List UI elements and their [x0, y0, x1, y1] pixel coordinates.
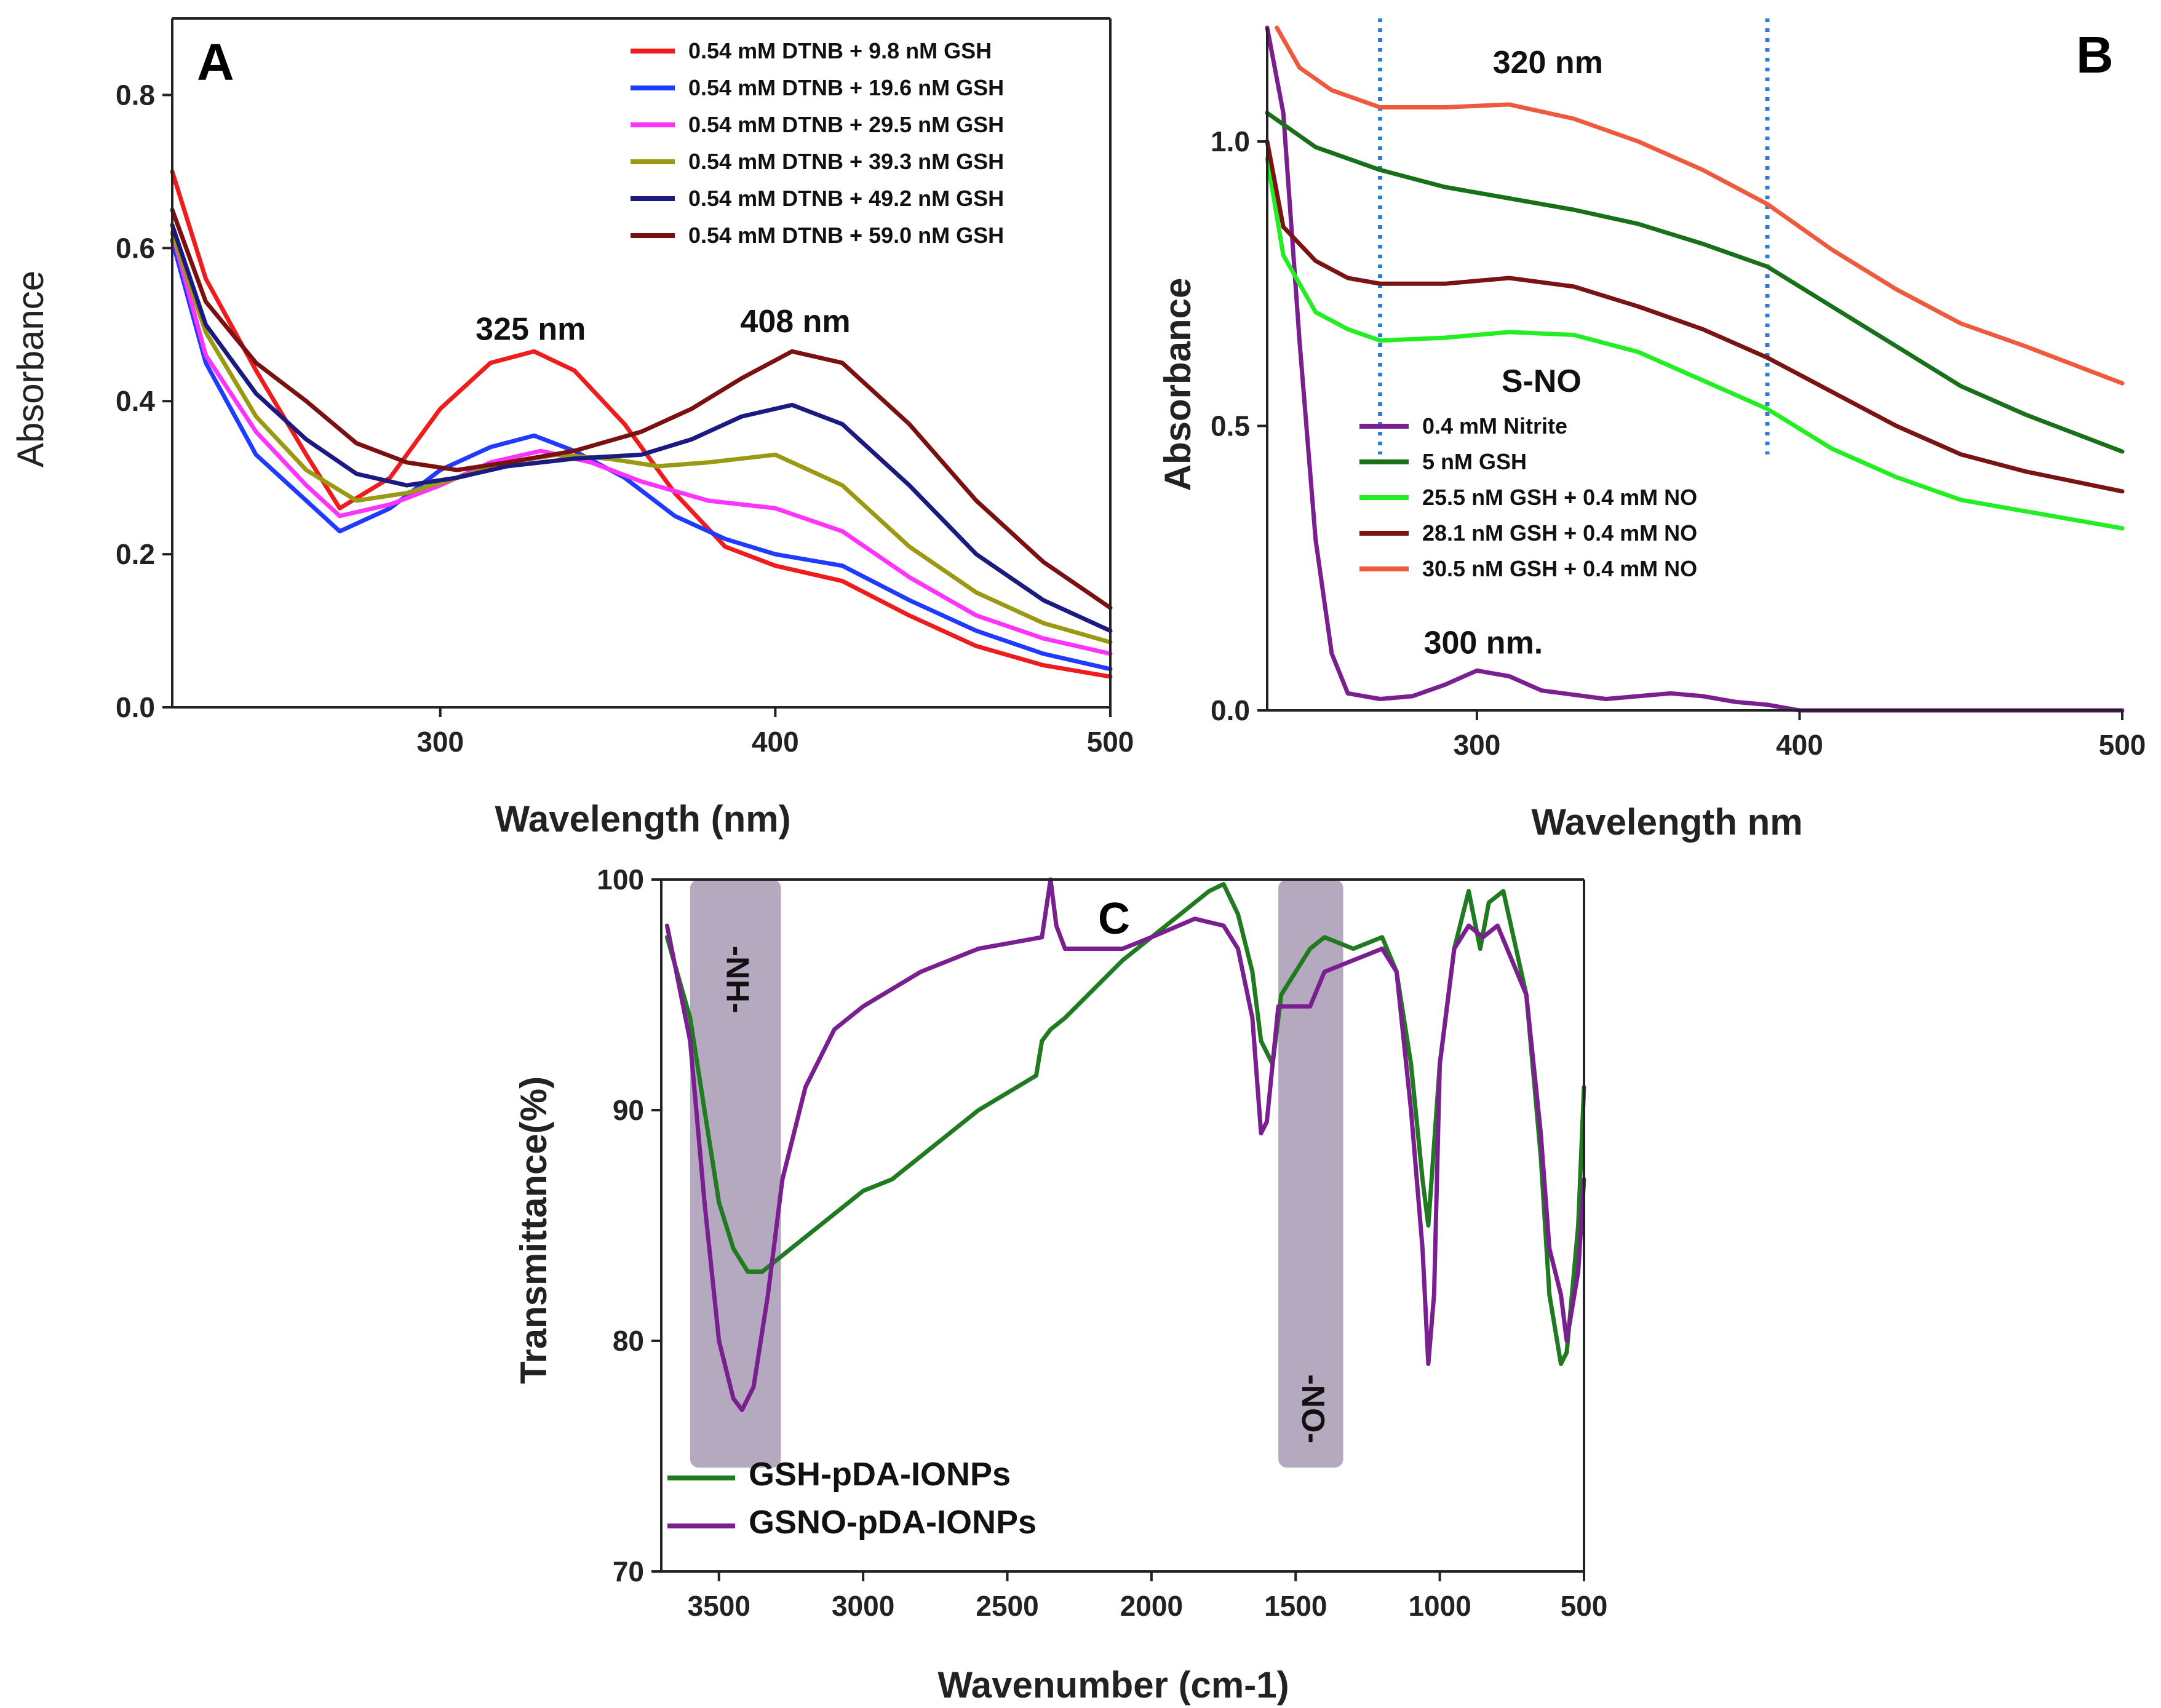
panel-b-x-axis-title: Wavelength nm	[1531, 801, 1802, 843]
panel-a-y-tick-label-0: 0.0	[116, 691, 155, 723]
panel-c-legend-label-0: GSH-pDA-IONPs	[749, 1456, 1011, 1493]
panel-b-legend-label-0: 0.4 mM Nitrite	[1422, 413, 1567, 439]
panel-b-y-tick-label-2: 1.0	[1211, 125, 1250, 157]
panel-c-x-tick-label-5: 1000	[1408, 1590, 1471, 1622]
panel-c-x-tick-label-3: 2000	[1120, 1590, 1183, 1622]
panel-a-y-tick-label-2: 0.4	[116, 385, 155, 417]
panel-a-y-tick-label-3: 0.6	[116, 232, 155, 264]
panel-b-series-3	[1265, 139, 2125, 494]
panel-a-y-axis-title: Absorbance	[10, 271, 51, 467]
panel-c-y-axis-title: Transmittance(%)	[513, 1076, 554, 1384]
panel-a-x-tick-label-1: 400	[752, 726, 799, 758]
panel-c-y-tick-label-0: 70	[613, 1555, 644, 1587]
panel-a-legend-label-4: 0.54 mM DTNB + 49.2 nM GSH	[688, 186, 1004, 211]
panel-a-legend: 0.54 mM DTNB + 9.8 nM GSH 0.54 mM DTNB + …	[631, 38, 1004, 248]
panel-b-legend-label-2: 25.5 nM GSH + 0.4 mM NO	[1422, 485, 1697, 510]
panel-c-x-tick-label-1: 3000	[832, 1590, 894, 1622]
panel-a-x-tick-label-0: 300	[416, 726, 464, 758]
panel-a-plot-area: 300 400 500 0.0 0.2 0.4 0.6 0.8 325 nm 408 nm	[116, 17, 1134, 758]
panel-b-x-tick-label-0: 300	[1454, 729, 1501, 761]
panel-b-series-0	[1265, 25, 2125, 713]
panel-a-annotation-1: 408 nm	[740, 304, 850, 340]
panel-b-x-tick-label-1: 400	[1776, 729, 1823, 761]
panel-a-series-4	[170, 223, 1113, 634]
panel-a-legend-label-0: 0.54 mM DTNB + 9.8 nM GSH	[688, 38, 992, 63]
panel-a: Absorbance Wavelength (nm) 300 400 500 0.0 0…	[10, 17, 1134, 840]
panel-b-series-2	[1265, 156, 2125, 531]
panel-c-legend-label-1: GSNO-pDA-IONPs	[749, 1504, 1037, 1541]
panel-c-band-0	[690, 880, 781, 1468]
panel-a-legend-label-2: 0.54 mM DTNB + 29.5 nM GSH	[688, 112, 1004, 137]
panel-b-y-tick-label-1: 0.5	[1211, 410, 1250, 442]
panel-c-y-tick-label-2: 90	[613, 1094, 644, 1126]
panel-b-legend: 0.4 mM Nitrite 5 nM GSH 25.5 nM GSH + 0.4 …	[1359, 413, 1697, 581]
panel-b-y-tick-label-0: 0.0	[1211, 694, 1250, 726]
panel-a-legend-label-5: 0.54 mM DTNB + 59.0 nM GSH	[688, 223, 1004, 248]
panel-c-x-tick-label-2: 2500	[976, 1590, 1038, 1622]
panel-a-y-tick-label-4: 0.8	[116, 79, 155, 111]
panel-a-annotation-0: 325 nm	[476, 312, 586, 348]
panel-c-band-label-1: -NO-	[1295, 1374, 1331, 1444]
panel-b-y-axis-title: Absorbance	[1157, 278, 1198, 491]
panel-b-x-tick-label-2: 500	[2099, 729, 2146, 761]
panel-c-y-tick-label-1: 80	[613, 1325, 644, 1357]
panel-a-series-0	[170, 169, 1113, 679]
panel-c-y-tick-label-3: 100	[597, 864, 644, 896]
panel-b-annotation-0: 320 nm	[1493, 45, 1603, 81]
panel-c-letter: C	[1098, 894, 1130, 943]
panel-b-letter: B	[2076, 26, 2114, 84]
panel-c-band-label-0: -NH-	[720, 946, 755, 1014]
panel-c-series-0	[664, 882, 1586, 1366]
panel-b-annotation-2: 300 nm.	[1424, 626, 1543, 661]
panel-b-annotation-1: S-NO	[1502, 363, 1582, 399]
panel-b-legend-label-3: 28.1 nM GSH + 0.4 mM NO	[1422, 520, 1697, 546]
panel-c: Transmittance(%) Wavenumber (cm-1) -NH--…	[513, 864, 1607, 1706]
panel-c-x-tick-label-0: 3500	[688, 1590, 750, 1622]
panel-c-x-axis-title: Wavenumber (cm-1)	[937, 1664, 1289, 1706]
panel-c-series-1	[664, 877, 1586, 1412]
panel-a-legend-label-3: 0.54 mM DTNB + 39.3 nM GSH	[688, 149, 1004, 174]
panel-a-x-tick-label-2: 500	[1087, 726, 1134, 758]
panel-a-y-tick-label-1: 0.2	[116, 538, 155, 570]
panel-b-series-1	[1265, 111, 2125, 454]
panel-c-legend: GSH-pDA-IONPs GSNO-pDA-IONPs	[667, 1456, 1037, 1541]
panel-c-plot-area: -NH- -NO- 3500 3000 2500 2000 1500 1000 500 70 80 9…	[597, 864, 1607, 1622]
panel-b: Absorbance Wavelength nm 300 400 500 0.0 0.5…	[1157, 18, 2146, 843]
panel-c-band-1	[1278, 880, 1343, 1468]
panel-b-plot-area: 300 400 500 0.0 0.5 1.0 320 nm S-NO 300 nm.	[1211, 18, 2146, 761]
panel-b-legend-label-4: 30.5 nM GSH + 0.4 mM NO	[1422, 556, 1697, 581]
panel-c-x-tick-label-4: 1500	[1264, 1590, 1327, 1622]
panel-a-series-5	[170, 207, 1113, 610]
panel-a-letter: A	[197, 33, 234, 91]
panel-a-x-axis-title: Wavelength (nm)	[495, 798, 790, 840]
panel-b-legend-label-1: 5 nM GSH	[1422, 449, 1527, 474]
panel-c-x-tick-label-6: 500	[1561, 1590, 1608, 1622]
panel-b-series-4	[1275, 25, 2125, 386]
panel-a-legend-label-1: 0.54 mM DTNB + 19.6 nM GSH	[688, 75, 1004, 100]
